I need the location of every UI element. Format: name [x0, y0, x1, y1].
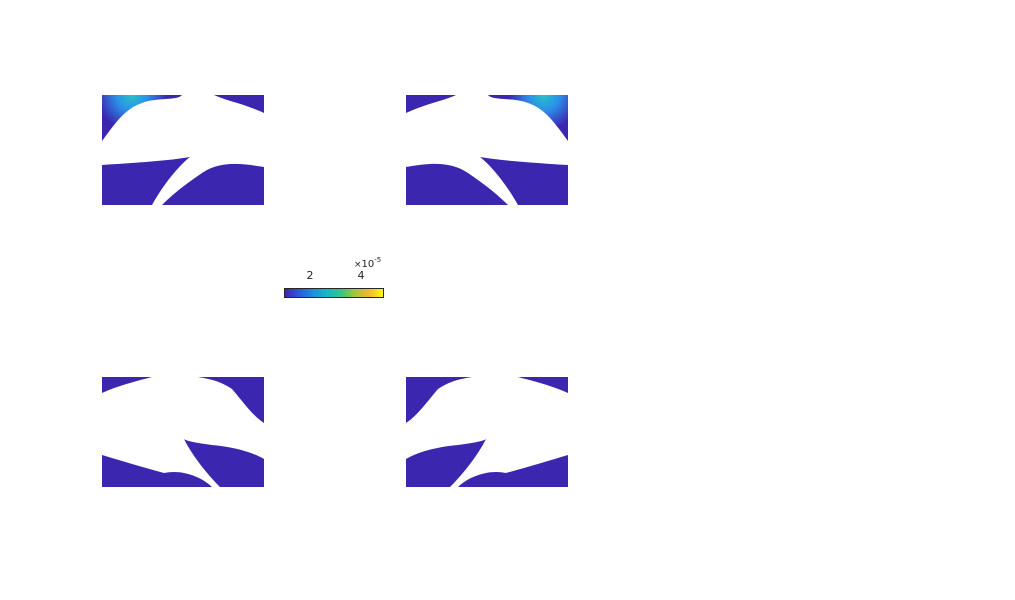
field-panel-top-left — [102, 95, 264, 205]
void-region — [102, 95, 264, 205]
void-region — [102, 377, 264, 487]
field-panel-top-right — [406, 95, 568, 205]
colorbar-tick-label: 2 — [306, 269, 314, 282]
void-region — [406, 377, 568, 487]
colorbar-tick-label: 4 — [357, 269, 365, 282]
field-plot-top-right — [406, 95, 568, 205]
exponent-power: -5 — [374, 256, 382, 264]
field-plot-bottom-left — [102, 377, 264, 487]
field-panel-bottom-left — [102, 377, 264, 487]
exponent-base: 10 — [361, 259, 375, 270]
colorbar-exponent: ×10-5 — [354, 256, 382, 270]
field-plot-bottom-right — [406, 377, 568, 487]
colorbar-gradient — [284, 288, 384, 298]
field-plot-top-left — [102, 95, 264, 205]
colorbar-group: ×10-5 2 4 — [280, 252, 390, 304]
void-region — [406, 95, 568, 205]
field-panel-bottom-right — [406, 377, 568, 487]
